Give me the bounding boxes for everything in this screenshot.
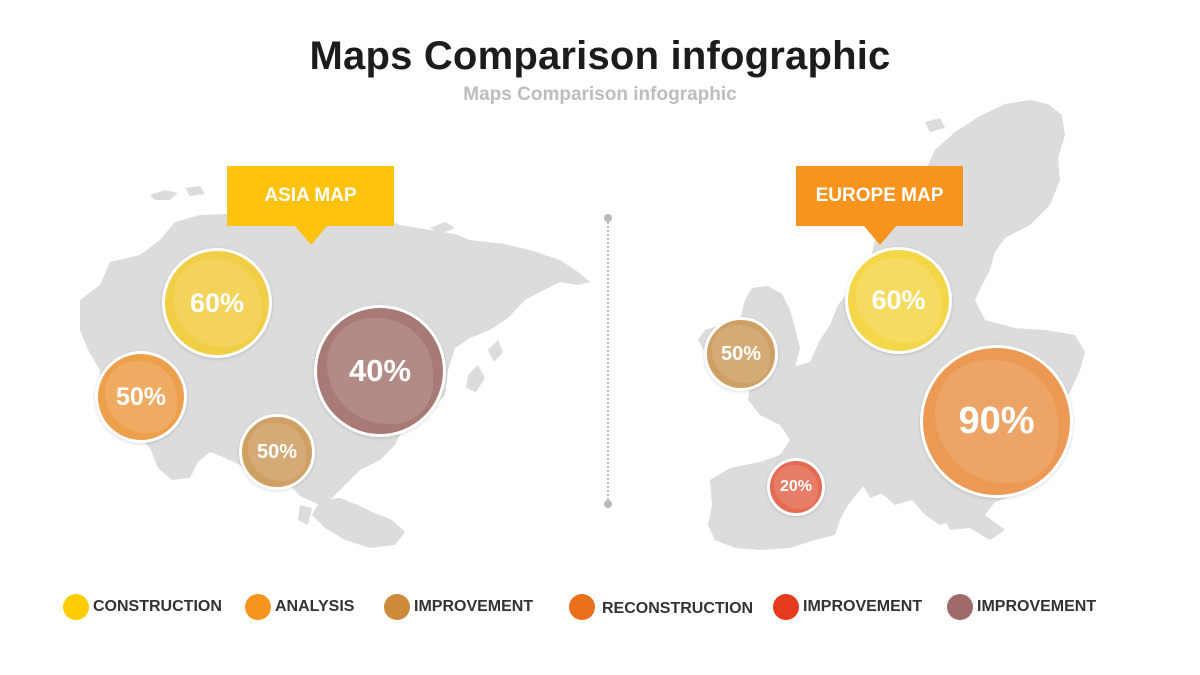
legend: CONSTRUCTION ANALYSIS IMPROVEMENT RECONS…	[0, 593, 1200, 623]
legend-label: IMPROVEMENT	[803, 598, 923, 615]
europe-bubble-4: 20%	[767, 458, 825, 516]
divider-top-dot	[604, 214, 612, 222]
europe-bubble-2: 60%	[845, 247, 952, 354]
page-subtitle: Maps Comparison infographic	[463, 84, 737, 105]
divider-bottom-dot	[604, 500, 612, 508]
legend-item-reconstruction: RECONSTRUCTION	[569, 593, 753, 621]
europe-bubble-1-value: 50%	[720, 342, 762, 365]
legend-swatch	[384, 594, 410, 620]
legend-label: IMPROVEMENT	[977, 598, 1097, 615]
legend-swatch	[947, 594, 973, 620]
legend-item-improvement-2: IMPROVEMENT	[773, 593, 922, 621]
legend-swatch	[773, 594, 799, 620]
legend-swatch	[569, 594, 595, 620]
europe-bubble-3: 90%	[920, 345, 1073, 498]
asia-bubble-1-value: 60%	[189, 287, 245, 318]
europe-bubble-2-value: 60%	[871, 285, 926, 315]
legend-swatch	[63, 594, 89, 620]
asia-bubble-4-value: 40%	[348, 353, 412, 388]
legend-label: ANALYSIS	[275, 598, 355, 615]
europe-bubble-1: 50%	[704, 317, 778, 391]
legend-label: CONSTRUCTION	[93, 598, 222, 615]
asia-bubble-4: 40%	[314, 305, 446, 437]
asia-bubble-3-value: 50%	[256, 440, 298, 463]
asia-bubble-2-value: 50%	[115, 382, 167, 411]
asia-bubble-2: 50%	[95, 351, 187, 443]
legend-item-improvement-3: IMPROVEMENT	[947, 593, 1096, 621]
legend-swatch	[245, 594, 271, 620]
legend-label: IMPROVEMENT	[414, 598, 534, 615]
europe-bubble-4-value: 20%	[779, 478, 813, 495]
legend-item-analysis: ANALYSIS	[245, 593, 354, 621]
europe-bubble-3-value: 90%	[958, 400, 1035, 442]
legend-item-construction: CONSTRUCTION	[63, 593, 222, 621]
center-divider	[607, 218, 609, 504]
page-title: Maps Comparison infographic	[309, 34, 891, 78]
asia-bubble-1: 60%	[162, 248, 272, 358]
asia-bubble-3: 50%	[239, 414, 315, 490]
legend-item-improvement-1: IMPROVEMENT	[384, 593, 533, 621]
europe-map-label: EUROPE MAP	[796, 166, 963, 245]
legend-label: RECONSTRUCTION	[602, 600, 754, 617]
asia-map-label: ASIA MAP	[227, 166, 394, 245]
